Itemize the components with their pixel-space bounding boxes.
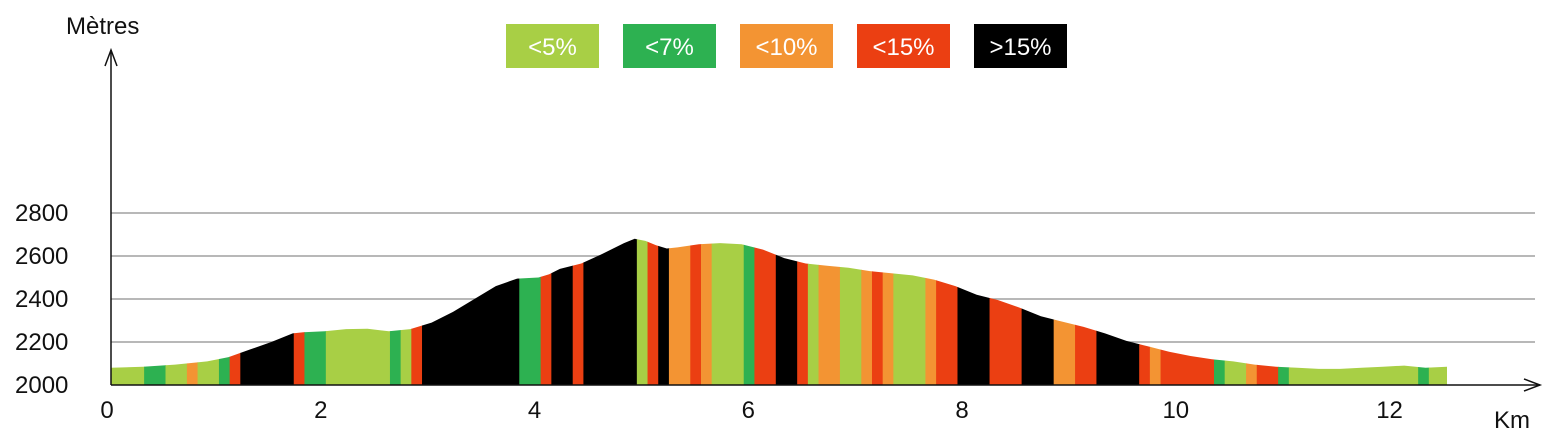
legend-swatch [974,24,1067,68]
legend-swatch [506,24,599,68]
slope-segment [871,238,884,385]
slope-segment [240,238,295,385]
x-tick-label: 10 [1162,397,1189,424]
slope-segment [572,238,585,385]
x-tick-label: 0 [100,397,113,424]
slope-segment [1418,238,1430,385]
slope-segment [304,238,327,385]
slope-segment [818,238,841,385]
slope-segment [1288,238,1419,385]
x-tick-label: 12 [1376,397,1403,424]
slope-segment [690,238,702,385]
y-axis-arrow-icon [104,47,118,67]
slope-segment [882,238,894,385]
slope-segment [293,238,306,385]
y-tick-labels: 2000 2200 2400 2600 2800 [15,200,68,399]
slope-segment [540,238,552,385]
slope-segment [893,238,927,385]
slope-segment [989,238,1023,385]
legend-swatch [623,24,716,68]
slope-segment [229,238,241,385]
legend-swatch [857,24,950,68]
x-axis-unit-label: Km [1494,407,1530,434]
slope-segment [861,238,873,385]
legend-label: >15% [989,34,1051,61]
slope-segment [583,238,638,385]
x-axis-arrow-icon [1523,378,1543,392]
slope-segment [957,238,991,385]
legend-label: <5% [528,34,577,61]
slope-segment [411,238,423,385]
legend-label: <7% [645,34,694,61]
y-tick-label: 2200 [15,329,68,356]
slope-segment [807,238,820,385]
slope-segment [1214,238,1226,385]
slope-segment [711,238,745,385]
y-tick-label: 2800 [15,200,68,227]
slope-segment [658,238,670,385]
slope-segment [186,238,199,385]
y-axis-unit-label: Mètres [66,13,139,40]
slope-segment [1428,238,1447,385]
slope-segment [1256,238,1279,385]
slope-segment [1149,238,1162,385]
slope-segment [551,238,574,385]
slope-segments [111,238,1447,385]
slope-segment [1160,238,1215,385]
legend-label: <10% [755,34,817,61]
slope-segment [111,238,145,385]
slope-segment [754,238,777,385]
legend: <5% <7% <10% <15% >15% [506,24,1067,68]
legend-label: <15% [872,34,934,61]
slope-segment [144,238,167,385]
y-tick-label: 2600 [15,243,68,270]
slope-segment [1246,238,1258,385]
slope-segment [700,238,713,385]
slope-segment [1224,238,1247,385]
slope-segment [1021,238,1055,385]
slope-segment [218,238,231,385]
slope-segment [1053,238,1076,385]
x-tick-label: 2 [314,397,327,424]
slope-segment [389,238,402,385]
slope-segment [936,238,959,385]
slope-segment [165,238,188,385]
x-tick-labels: 0 2 4 6 8 10 12 [100,397,1403,424]
slope-segment [797,238,809,385]
slope-segment [197,238,220,385]
slope-segment [636,238,649,385]
x-tick-label: 8 [955,397,968,424]
x-tick-label: 4 [528,397,541,424]
y-tick-label: 2000 [15,372,68,399]
axes: Mètres Km [66,13,1543,434]
slope-segment [839,238,862,385]
slope-segment [1075,238,1098,385]
slope-segment [400,238,412,385]
slope-segment [775,238,798,385]
slope-segment [647,238,659,385]
slope-segment [422,238,520,385]
slope-segment [1096,238,1140,385]
slope-segment [519,238,542,385]
slope-segment [1278,238,1290,385]
slope-segment [325,238,391,385]
slope-segment [925,238,937,385]
x-tick-label: 6 [742,397,755,424]
slope-segment [1139,238,1151,385]
slope-segment [743,238,756,385]
y-tick-label: 2400 [15,286,68,313]
legend-swatch [740,24,833,68]
slope-segment [668,238,691,385]
